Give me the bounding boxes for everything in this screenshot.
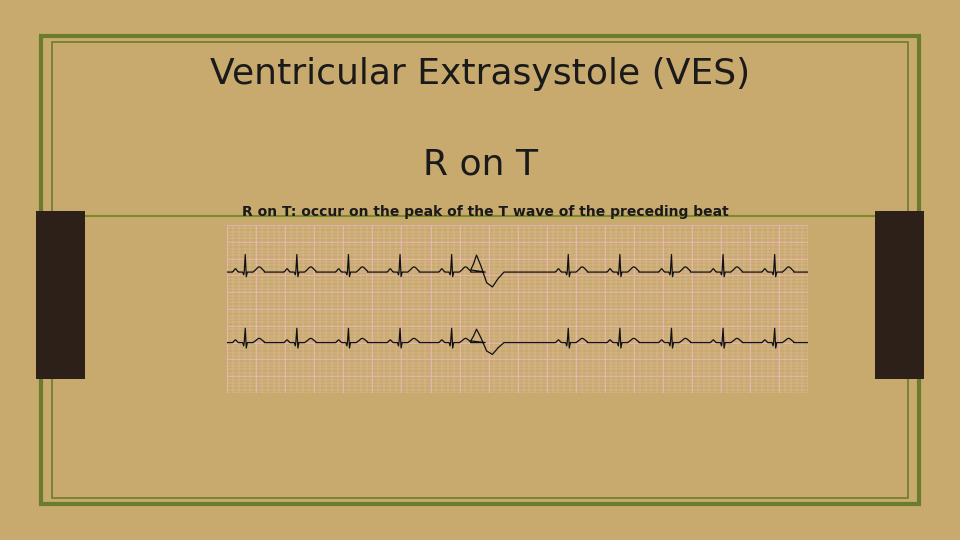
- Bar: [875, 211, 924, 379]
- Text: R on T: R on T: [422, 147, 538, 181]
- Text: Ventricular Extrasystole (VES): Ventricular Extrasystole (VES): [210, 57, 750, 91]
- Bar: [36, 211, 85, 379]
- Text: R on T: occur on the peak of the T wave of the preceding beat: R on T: occur on the peak of the T wave …: [242, 205, 729, 219]
